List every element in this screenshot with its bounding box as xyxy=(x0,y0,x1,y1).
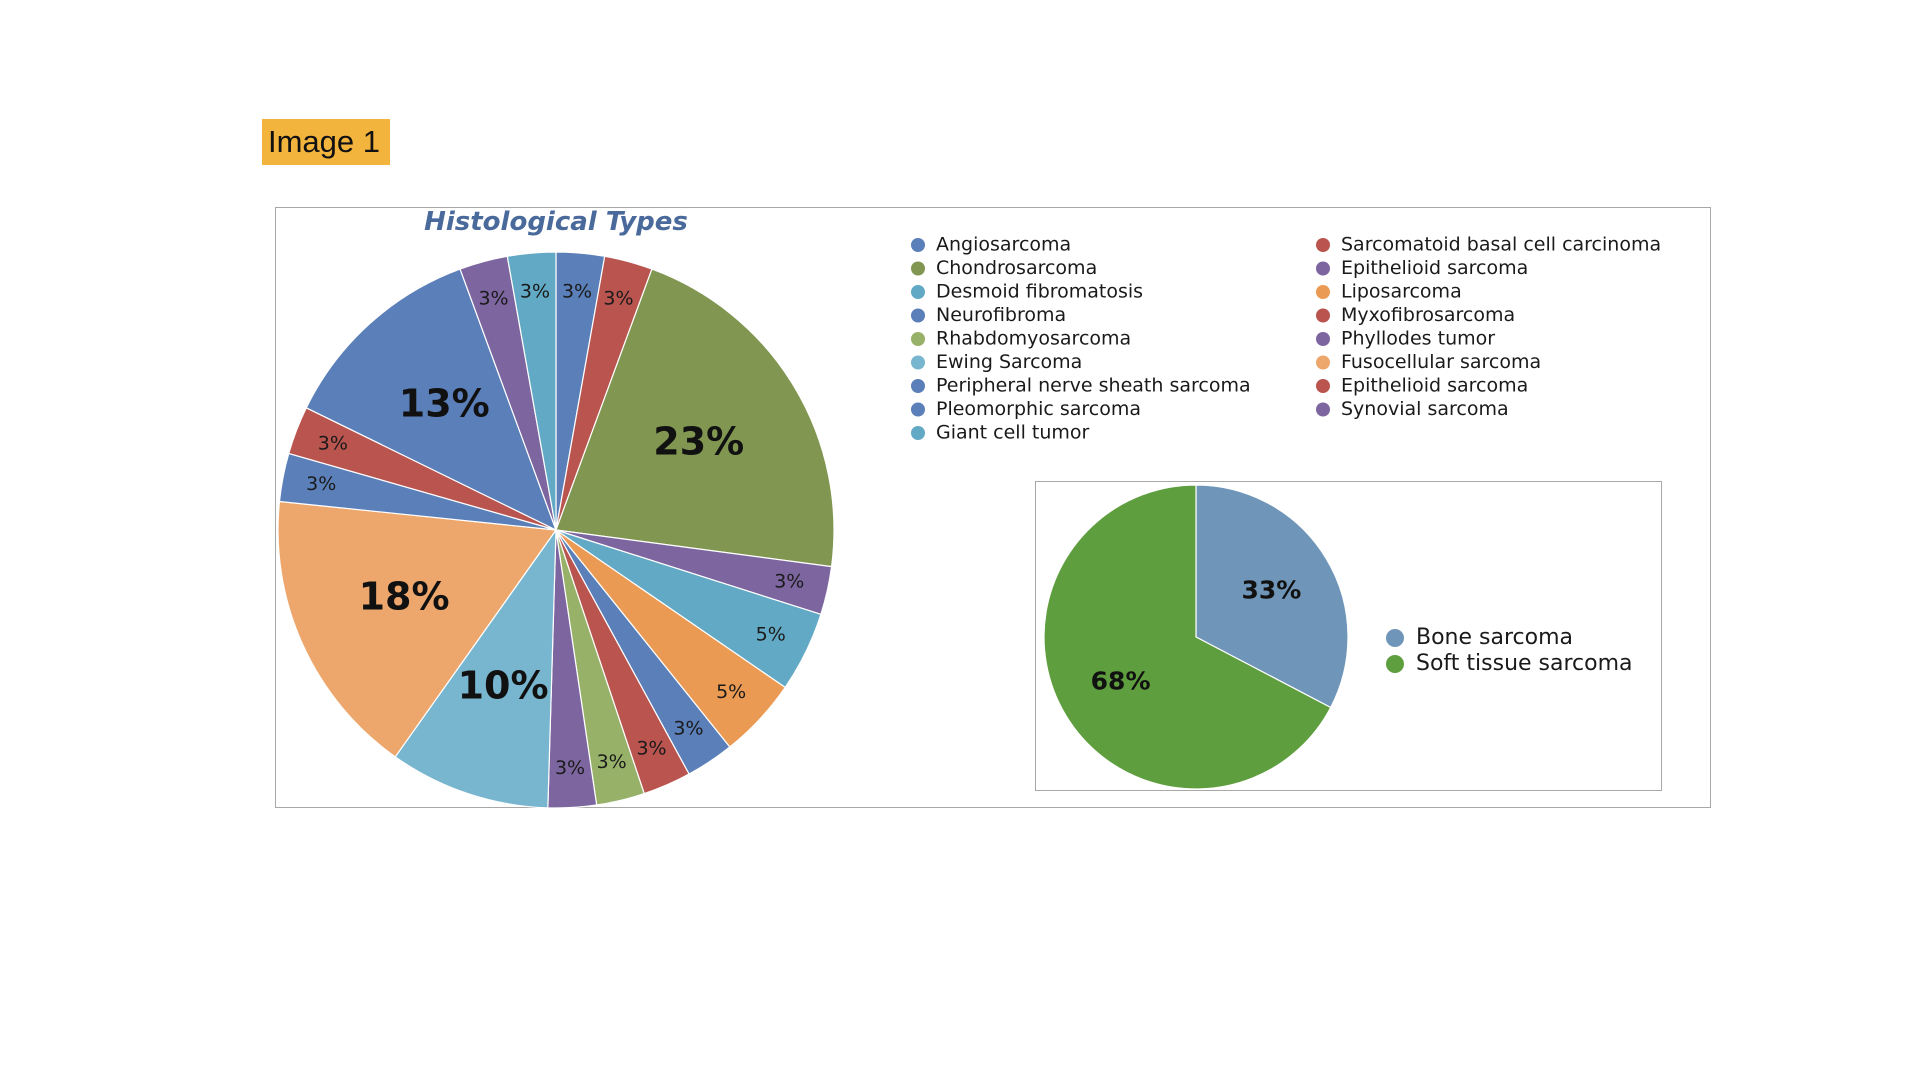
legend-marker xyxy=(1316,379,1330,393)
legend-marker xyxy=(911,379,925,393)
legend-marker xyxy=(911,426,925,440)
legend-marker xyxy=(911,332,925,346)
pie-data-label: 3% xyxy=(555,757,585,779)
pie-slice-bone-sarcoma xyxy=(1195,484,1349,709)
legend-marker xyxy=(911,261,925,276)
legend-item-myxofibrosarcoma: Myxofibrosarcoma xyxy=(1341,304,1515,326)
legend-marker xyxy=(1316,402,1330,417)
legend-item-rhabdomyosarcoma: Rhabdomyosarcoma xyxy=(936,328,1131,350)
pie-data-label: 33% xyxy=(1241,575,1301,604)
legend-marker xyxy=(1386,629,1404,647)
legend-item-sarcomatoid-basal-cell-carcinoma: Sarcomatoid basal cell carcinoma xyxy=(1341,234,1661,256)
legend-marker xyxy=(911,285,925,299)
legend-marker xyxy=(911,355,925,370)
pie-data-label: 5% xyxy=(756,624,786,646)
pie-data-label: 13% xyxy=(399,382,490,426)
pie-slice-chondrosarcoma xyxy=(555,268,835,568)
legend-item-synovial-sarcoma: Synovial sarcoma xyxy=(1341,398,1509,420)
pie-slice-giant-cell-tumor xyxy=(506,251,557,531)
pie-data-label: 3% xyxy=(774,571,804,593)
pie-data-label: 3% xyxy=(306,473,336,495)
pie-data-label: 3% xyxy=(562,280,592,302)
legend-marker xyxy=(911,238,925,252)
legend-item-epithelioid-sarcoma: Epithelioid sarcoma xyxy=(1341,257,1528,279)
pie-data-label: 3% xyxy=(603,288,633,310)
legend-item-bone-sarcoma: Bone sarcoma xyxy=(1416,625,1573,650)
legend-marker xyxy=(1316,355,1330,370)
pie-data-label: 3% xyxy=(597,751,627,773)
legend-marker xyxy=(1316,308,1330,323)
pie-data-label: 3% xyxy=(520,280,550,302)
pie-slice-pleomorphic-sarcoma xyxy=(305,268,558,532)
image-badge: Image 1 xyxy=(262,119,390,165)
pie-data-label: 3% xyxy=(478,288,508,310)
pie-data-label: 23% xyxy=(653,419,744,463)
legend-item-giant-cell-tumor: Giant cell tumor xyxy=(936,422,1090,444)
legend-item-neurofibroma: Neurofibroma xyxy=(936,304,1066,326)
legend-marker xyxy=(1386,655,1404,673)
pie-data-label: 10% xyxy=(458,664,549,708)
pie-data-label: 3% xyxy=(318,433,348,455)
pie-data-label: 5% xyxy=(716,681,746,703)
legend-item-desmoid-fibromatosis: Desmoid fibromatosis xyxy=(936,281,1143,303)
legend-item-liposarcoma: Liposarcoma xyxy=(1341,281,1462,303)
legend-item-phyllodes-tumor: Phyllodes tumor xyxy=(1341,328,1495,350)
legend-item-fusocellular-sarcoma: Fusocellular sarcoma xyxy=(1341,351,1541,373)
legend-item-angiosarcoma: Angiosarcoma xyxy=(936,234,1071,256)
pie-data-label: 18% xyxy=(359,574,450,618)
legend-marker xyxy=(911,402,925,417)
chart-frame-main xyxy=(275,207,1711,808)
legend-item-soft-tissue-sarcoma: Soft tissue sarcoma xyxy=(1416,651,1633,676)
legend-marker xyxy=(1316,261,1330,276)
legend-item-ewing-sarcoma: Ewing Sarcoma xyxy=(936,351,1082,373)
pie-slice-ewing-sarcoma xyxy=(394,528,557,809)
pie-data-label: 68% xyxy=(1091,667,1151,696)
legend-marker xyxy=(1316,332,1330,346)
chart-title: Histological Types xyxy=(424,207,688,237)
pie-slice-fusocellular-sarcoma xyxy=(277,500,558,758)
legend-item-epithelioid-sarcoma: Epithelioid sarcoma xyxy=(1341,375,1528,397)
legend-marker xyxy=(911,308,925,323)
legend-item-pleomorphic-sarcoma: Pleomorphic sarcoma xyxy=(936,398,1141,420)
pie-data-label: 3% xyxy=(673,718,703,740)
legend-item-peripheral-nerve-sheath-sarcoma: Peripheral nerve sheath sarcoma xyxy=(936,375,1251,397)
legend-item-chondrosarcoma: Chondrosarcoma xyxy=(936,257,1097,279)
pie-slice-soft-tissue-sarcoma xyxy=(1043,484,1332,790)
legend-marker xyxy=(1316,285,1330,299)
pie-data-label: 3% xyxy=(636,738,666,760)
legend-marker xyxy=(1316,238,1330,252)
